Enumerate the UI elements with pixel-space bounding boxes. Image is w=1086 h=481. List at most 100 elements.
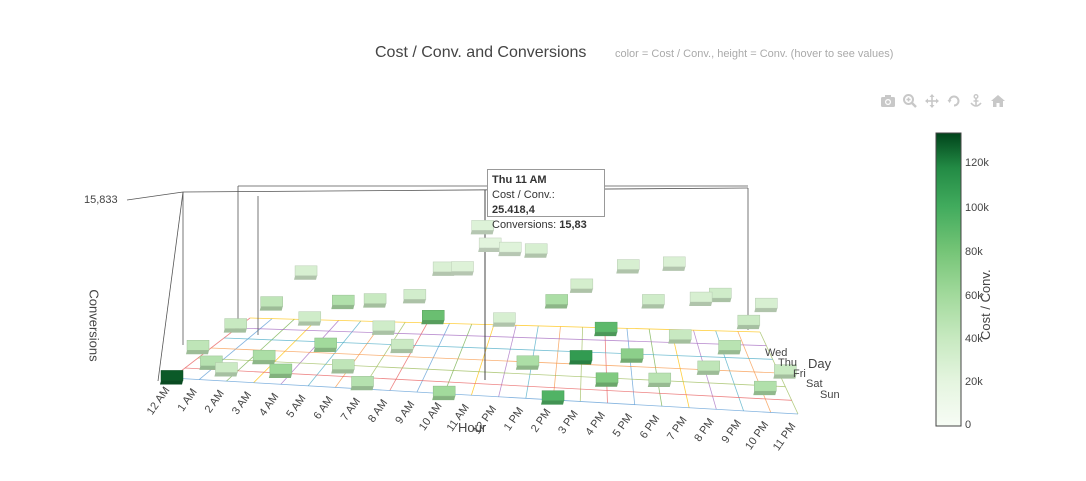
- bar[interactable]: [432, 261, 456, 276]
- colorbar-tick: 120k: [965, 157, 989, 169]
- hour-tick-label: 3 AM: [230, 390, 254, 417]
- bar[interactable]: [717, 340, 741, 355]
- bar[interactable]: [186, 340, 210, 355]
- bar[interactable]: [331, 294, 355, 310]
- day-tick-label: Sun: [820, 389, 840, 401]
- hour-tick-label: 8 AM: [366, 397, 390, 424]
- z-axis-title: Conversions: [86, 289, 102, 362]
- hour-tick-label: 7 AM: [339, 396, 363, 423]
- tooltip-header: Thu 11 AM: [492, 174, 547, 186]
- tooltip-conv-value: 15,83: [559, 219, 587, 231]
- bar[interactable]: [294, 265, 318, 280]
- x-axis-title: Hour: [458, 420, 487, 435]
- bar[interactable]: [569, 278, 594, 293]
- bar[interactable]: [297, 311, 322, 326]
- scene-axes: [126, 185, 749, 382]
- z-tick-label: 15,833: [84, 194, 118, 206]
- turntable-rotate-icon[interactable]: [966, 92, 986, 110]
- bar[interactable]: [662, 256, 686, 271]
- bar[interactable]: [252, 349, 276, 365]
- bar[interactable]: [450, 261, 474, 276]
- colorbar-tick: 60k: [965, 290, 983, 302]
- colorbar-tick: 100k: [965, 202, 989, 214]
- tooltip-conv-label: Conversions:: [492, 219, 557, 231]
- camera-icon[interactable]: [878, 92, 898, 110]
- bar[interactable]: [313, 337, 337, 352]
- bar[interactable]: [498, 241, 522, 257]
- tooltip-cost-value: 25.418,4: [492, 204, 535, 216]
- bar[interactable]: [594, 321, 618, 337]
- bar[interactable]: [541, 390, 565, 405]
- bar[interactable]: [515, 355, 540, 370]
- hour-tick-label: 3 PM: [556, 408, 581, 436]
- bar[interactable]: [160, 370, 184, 385]
- hour-tick-label: 12 AM: [145, 385, 173, 417]
- bar[interactable]: [736, 314, 761, 330]
- day-tick-label: Sat: [806, 378, 823, 390]
- bar[interactable]: [696, 360, 720, 375]
- colorbar-tick: 80k: [965, 246, 983, 258]
- bar[interactable]: [402, 289, 427, 304]
- bar[interactable]: [331, 359, 355, 374]
- hour-tick-label: 9 PM: [719, 418, 744, 446]
- pan-icon[interactable]: [922, 92, 942, 110]
- home-icon[interactable]: [988, 92, 1008, 110]
- bar[interactable]: [569, 350, 593, 365]
- bar[interactable]: [492, 312, 516, 327]
- hour-tick-label: 7 PM: [665, 415, 690, 443]
- hour-tick-label: 10 PM: [743, 419, 771, 452]
- bar[interactable]: [432, 385, 456, 401]
- bar[interactable]: [754, 297, 778, 313]
- bar[interactable]: [524, 243, 548, 258]
- colorbar-tick: 20k: [965, 376, 983, 388]
- y-axis-title: Day: [808, 356, 832, 371]
- bars-group: [160, 220, 797, 405]
- bar[interactable]: [647, 372, 672, 388]
- chart-subtitle: color = Cost / Conv., height = Conv. (ho…: [615, 48, 894, 60]
- bar[interactable]: [753, 380, 777, 396]
- tooltip-cost-label: Cost / Conv.:: [492, 189, 555, 201]
- bar[interactable]: [268, 363, 293, 378]
- bar[interactable]: [259, 296, 283, 311]
- bar[interactable]: [641, 294, 665, 309]
- colorbar-tick: 40k: [965, 333, 983, 345]
- bar[interactable]: [668, 329, 692, 344]
- colorbar-title: Cost / Conv.: [978, 269, 993, 340]
- bar[interactable]: [390, 338, 414, 354]
- hour-tick-label: 6 PM: [638, 413, 663, 441]
- hour-tick-label: 10 AM: [417, 400, 445, 432]
- hour-tick-label: 1 AM: [175, 386, 199, 413]
- hover-tooltip: Thu 11 AM Cost / Conv.: 25.418,4 Convers…: [487, 169, 605, 231]
- zoom-icon[interactable]: [900, 92, 920, 110]
- bar[interactable]: [544, 294, 568, 309]
- bar[interactable]: [214, 362, 238, 377]
- colorbar: [935, 132, 962, 427]
- orbit-rotate-icon[interactable]: [944, 92, 964, 110]
- bar[interactable]: [478, 237, 502, 252]
- bar[interactable]: [363, 293, 387, 308]
- bar[interactable]: [620, 348, 644, 363]
- hour-tick-label: 6 AM: [312, 394, 336, 421]
- hour-tick-label: 1 PM: [502, 405, 527, 433]
- hour-tick-label: 4 AM: [257, 391, 281, 418]
- bar[interactable]: [421, 310, 445, 325]
- hour-tick-label: 5 PM: [611, 411, 636, 439]
- hour-tick-label: 5 AM: [284, 393, 308, 420]
- bar[interactable]: [616, 259, 640, 274]
- hour-tick-label: 2 AM: [203, 388, 227, 415]
- bar[interactable]: [689, 291, 713, 307]
- bar[interactable]: [595, 372, 619, 387]
- bar[interactable]: [223, 318, 247, 333]
- bar[interactable]: [350, 376, 374, 391]
- bar[interactable]: [371, 320, 396, 335]
- hour-tick-label: 11 PM: [771, 421, 799, 453]
- chart-title: Cost / Conv. and Conversions: [375, 44, 587, 61]
- day-tick-label: Fri: [793, 368, 806, 380]
- bar[interactable]: [470, 220, 494, 235]
- axis-labels: 12 AM 1 AM 2 AM 3 AM 4 AM 5 AM 6 AM 7 AM 8 AM 9 A…: [145, 347, 840, 453]
- hour-tick-label: 2 PM: [529, 407, 554, 435]
- bar[interactable]: [773, 364, 797, 379]
- day-tick-label: Thu: [778, 357, 797, 369]
